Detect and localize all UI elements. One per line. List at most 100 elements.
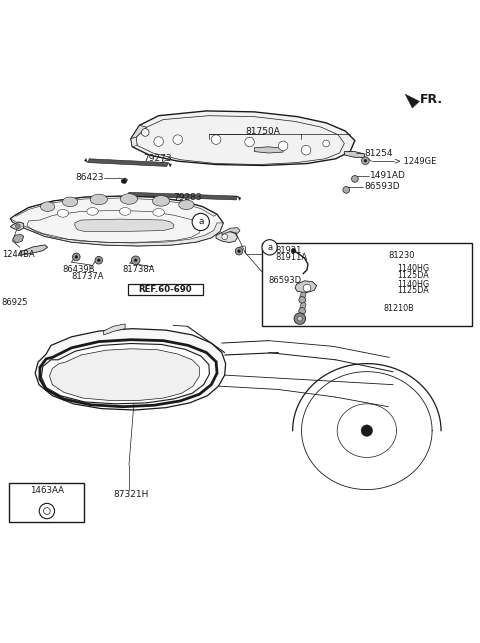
Text: 81254: 81254 xyxy=(364,149,393,158)
Text: 1463AA: 1463AA xyxy=(30,486,64,495)
Ellipse shape xyxy=(153,208,164,216)
Circle shape xyxy=(245,137,254,147)
Text: 79283: 79283 xyxy=(173,192,202,201)
Polygon shape xyxy=(49,349,199,401)
Polygon shape xyxy=(10,222,24,231)
Bar xyxy=(128,284,203,295)
Polygon shape xyxy=(405,94,420,108)
Polygon shape xyxy=(131,111,355,165)
Polygon shape xyxy=(41,343,209,404)
Polygon shape xyxy=(35,329,226,410)
Text: a: a xyxy=(198,217,204,226)
Circle shape xyxy=(142,129,149,136)
Bar xyxy=(9,484,84,521)
Text: REF.60-690: REF.60-690 xyxy=(139,285,192,294)
Ellipse shape xyxy=(40,202,55,212)
Bar xyxy=(262,242,472,326)
Polygon shape xyxy=(131,125,147,139)
Circle shape xyxy=(75,255,78,258)
Polygon shape xyxy=(10,196,223,246)
Circle shape xyxy=(301,145,311,155)
Circle shape xyxy=(361,157,369,165)
Circle shape xyxy=(222,234,228,240)
Circle shape xyxy=(15,224,20,229)
Circle shape xyxy=(122,179,127,184)
Circle shape xyxy=(134,258,137,262)
Text: 81210B: 81210B xyxy=(384,303,414,312)
Polygon shape xyxy=(238,196,241,201)
Text: 81921: 81921 xyxy=(276,246,302,255)
Circle shape xyxy=(361,425,372,437)
Text: 81911A: 81911A xyxy=(276,253,308,262)
Text: 81230: 81230 xyxy=(388,251,415,260)
Polygon shape xyxy=(216,231,238,242)
Ellipse shape xyxy=(62,197,78,206)
Text: 81750A: 81750A xyxy=(246,127,280,136)
Circle shape xyxy=(95,257,103,264)
Text: > 1249GE: > 1249GE xyxy=(394,157,436,166)
Circle shape xyxy=(132,256,140,264)
Text: FR.: FR. xyxy=(420,93,443,106)
Circle shape xyxy=(351,176,358,182)
Circle shape xyxy=(291,248,296,253)
Text: 1140HG: 1140HG xyxy=(397,264,429,273)
Circle shape xyxy=(298,316,302,321)
Polygon shape xyxy=(300,302,306,309)
Polygon shape xyxy=(128,192,238,200)
Text: 86593D: 86593D xyxy=(269,276,302,285)
Circle shape xyxy=(294,313,306,324)
Polygon shape xyxy=(88,159,168,167)
Ellipse shape xyxy=(120,208,131,215)
Circle shape xyxy=(97,258,100,262)
Text: 1140HG: 1140HG xyxy=(397,280,429,289)
Polygon shape xyxy=(75,219,174,231)
Polygon shape xyxy=(104,324,125,335)
Polygon shape xyxy=(300,292,306,298)
Circle shape xyxy=(299,307,306,314)
Text: 1244BA: 1244BA xyxy=(1,250,34,259)
Circle shape xyxy=(364,159,367,162)
Circle shape xyxy=(262,240,277,255)
Circle shape xyxy=(323,140,329,147)
Text: 86439B: 86439B xyxy=(62,266,95,275)
Circle shape xyxy=(211,135,221,145)
Text: a: a xyxy=(267,243,272,252)
Polygon shape xyxy=(222,228,240,235)
Text: 79273: 79273 xyxy=(144,154,172,163)
Circle shape xyxy=(303,284,311,292)
Polygon shape xyxy=(10,219,223,246)
Text: 1491AD: 1491AD xyxy=(370,171,406,180)
Polygon shape xyxy=(344,152,364,158)
Circle shape xyxy=(154,137,163,147)
Circle shape xyxy=(192,213,209,231)
Circle shape xyxy=(278,141,288,150)
Ellipse shape xyxy=(179,200,194,210)
Text: 86593D: 86593D xyxy=(364,182,400,191)
Text: 86925: 86925 xyxy=(1,298,28,307)
Polygon shape xyxy=(168,163,171,167)
Circle shape xyxy=(343,186,349,194)
Ellipse shape xyxy=(153,195,169,206)
Polygon shape xyxy=(84,158,88,163)
Text: 87321H: 87321H xyxy=(113,490,148,499)
Circle shape xyxy=(238,249,240,253)
Polygon shape xyxy=(12,235,24,243)
Circle shape xyxy=(235,248,243,255)
Ellipse shape xyxy=(90,194,108,204)
Polygon shape xyxy=(121,178,128,183)
Text: 1125DA: 1125DA xyxy=(397,271,429,280)
Polygon shape xyxy=(19,245,48,255)
Text: 81738A: 81738A xyxy=(123,266,155,275)
Text: 1125DA: 1125DA xyxy=(397,286,429,295)
Circle shape xyxy=(72,253,80,260)
Circle shape xyxy=(173,135,182,145)
Ellipse shape xyxy=(120,194,138,204)
Polygon shape xyxy=(254,147,283,153)
Polygon shape xyxy=(131,137,137,147)
Text: 81737A: 81737A xyxy=(72,272,104,281)
Ellipse shape xyxy=(87,208,98,215)
Polygon shape xyxy=(295,281,317,293)
Text: 86423: 86423 xyxy=(75,174,104,183)
Ellipse shape xyxy=(57,210,69,217)
Circle shape xyxy=(299,296,306,303)
